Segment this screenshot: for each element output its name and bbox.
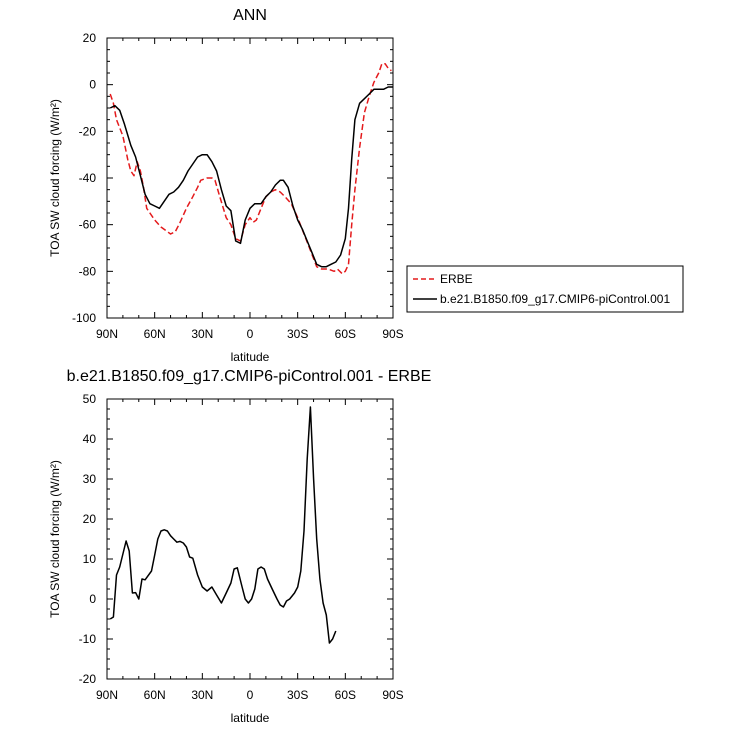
bottom-xtick-label: 60S [335, 688, 356, 702]
top-panel: ANN TOA SW cloud forcing (W/m²) latitude… [48, 7, 684, 364]
top-ytick-label: -100 [72, 311, 96, 325]
bottom-xtick-label: 90N [96, 688, 118, 702]
top-chart-series [109, 62, 393, 275]
bottom-chart-ylabel: TOA SW cloud forcing (W/m²) [48, 460, 62, 618]
top-ytick-label: -20 [79, 124, 97, 138]
bottom-chart-title: b.e21.B1850.f09_g17.CMIP6-piControl.001 … [67, 368, 432, 385]
bottom-ytick-label: -20 [79, 672, 97, 686]
top-xtick-label: 60S [335, 327, 356, 341]
top-xtick-label: 90S [382, 327, 403, 341]
bottom-chart-frame [106, 398, 394, 680]
top-xtick-label: 30S [287, 327, 308, 341]
bottom-xtick-label: 60N [144, 688, 166, 702]
bottom-ytick-label: 0 [89, 592, 96, 606]
bottom-ytick-label: 50 [83, 392, 97, 406]
top-series-line-1 [109, 62, 392, 275]
bottom-ytick-label: 20 [83, 512, 97, 526]
top-ytick-label: 0 [89, 78, 96, 92]
top-ytick-label: -80 [79, 264, 97, 278]
top-chart-xlabel: latitude [231, 350, 270, 364]
bottom-chart-series [109, 406, 337, 644]
bottom-panel: b.e21.B1850.f09_g17.CMIP6-piControl.001 … [48, 368, 431, 725]
bottom-xtick-label: 30N [191, 688, 213, 702]
bottom-ytick-label: 30 [83, 472, 97, 486]
legend-erbe-label: ERBE [440, 272, 473, 286]
top-xtick-label: 60N [144, 327, 166, 341]
bottom-ytick-label: 10 [83, 552, 97, 566]
top-xtick-label: 0 [247, 327, 254, 341]
bottom-chart-axes [106, 398, 394, 680]
top-xtick-label: 90N [96, 327, 118, 341]
top-chart-title: ANN [233, 7, 267, 24]
bottom-xtick-label: 30S [287, 688, 308, 702]
bottom-chart-tick-labels: 90N 60N 30N 0 30S 60S 90S -20 -10 0 10 20 30 40 50 [79, 392, 404, 702]
bottom-series-line-1 [109, 406, 337, 644]
top-ytick-label: 20 [83, 31, 97, 45]
bottom-chart-xlabel: latitude [231, 711, 270, 725]
top-chart-tick-labels: 90N 60N 30N 0 30S 60S 90S -100 -80 -60 -40 -20 0 20 [72, 31, 404, 341]
top-chart-legend: ERBE b.e21.B1850.f09_g17.CMIP6-piControl… [406, 265, 684, 313]
legend-box [406, 265, 684, 313]
top-chart-frame [106, 37, 394, 319]
bottom-xtick-label: 0 [247, 688, 254, 702]
top-series-line-2 [109, 86, 393, 268]
bottom-xtick-label: 90S [382, 688, 403, 702]
legend-model-label: b.e21.B1850.f09_g17.CMIP6-piControl.001 [440, 292, 670, 306]
top-chart-ylabel: TOA SW cloud forcing (W/m²) [48, 99, 62, 257]
bottom-ytick-label: -10 [79, 632, 97, 646]
top-ytick-label: -60 [79, 218, 97, 232]
bottom-ytick-label: 40 [83, 432, 97, 446]
top-ytick-label: -40 [79, 171, 97, 185]
top-xtick-label: 30N [191, 327, 213, 341]
